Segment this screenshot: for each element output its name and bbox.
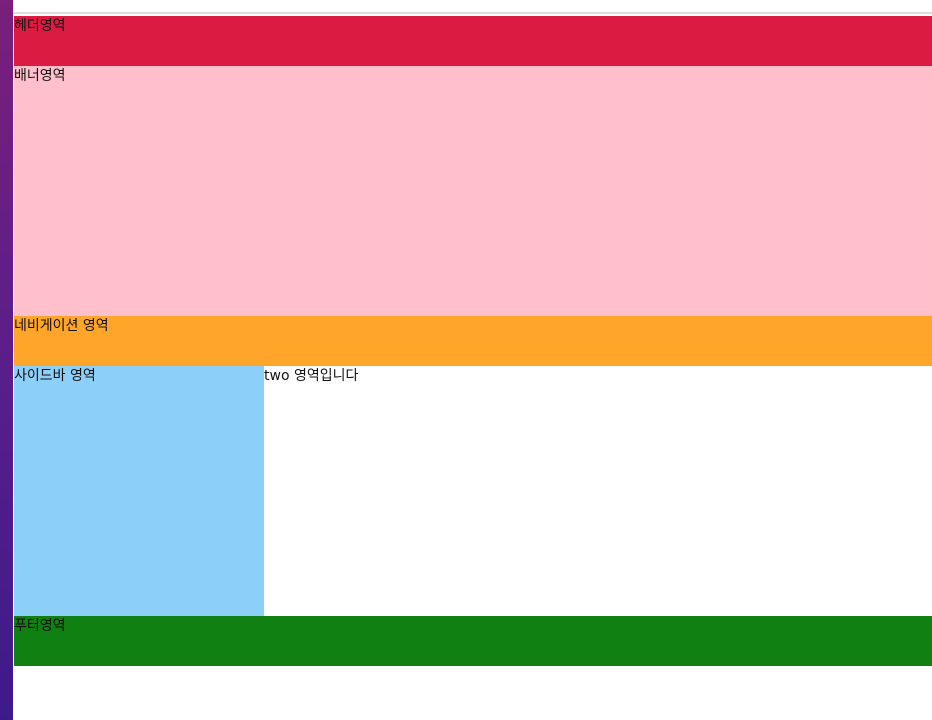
window-edge-decoration bbox=[0, 0, 13, 720]
footer-label: 푸터영역 bbox=[14, 618, 66, 634]
banner-area: 배너영역 bbox=[14, 66, 932, 316]
main-content-area: two 영역입니다 bbox=[264, 366, 932, 616]
header-label: 헤더영역 bbox=[14, 18, 66, 34]
banner-label: 배너영역 bbox=[14, 68, 66, 84]
page-layout: 헤더영역 배너영역 네비게이션 영역 사이드바 영역 two 영역입니다 푸터영… bbox=[14, 16, 932, 666]
navigation-label: 네비게이션 영역 bbox=[14, 318, 109, 334]
content-row: 사이드바 영역 two 영역입니다 bbox=[14, 366, 932, 616]
top-border-strip bbox=[13, 0, 932, 14]
footer-area: 푸터영역 bbox=[14, 616, 932, 666]
sidebar-label: 사이드바 영역 bbox=[14, 368, 96, 384]
header-area: 헤더영역 bbox=[14, 16, 932, 66]
navigation-area: 네비게이션 영역 bbox=[14, 316, 932, 366]
sidebar-area: 사이드바 영역 bbox=[14, 366, 264, 616]
main-content-label: two 영역입니다 bbox=[264, 368, 359, 384]
